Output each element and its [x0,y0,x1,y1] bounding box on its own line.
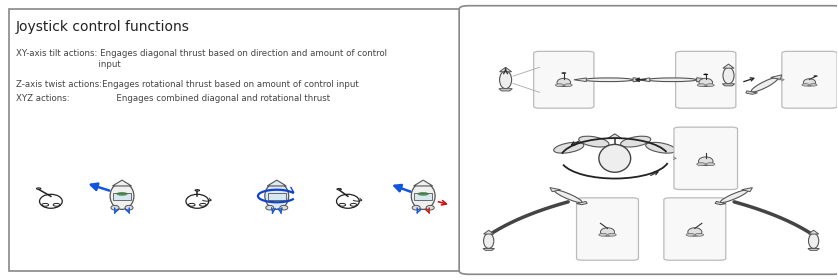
Circle shape [706,84,714,87]
Polygon shape [808,248,820,250]
Ellipse shape [266,206,274,210]
Ellipse shape [688,228,702,236]
Polygon shape [574,78,587,81]
Ellipse shape [499,71,512,89]
Polygon shape [112,180,132,186]
FancyBboxPatch shape [415,193,432,200]
Ellipse shape [579,136,609,147]
Ellipse shape [699,157,713,165]
Ellipse shape [648,78,696,81]
Ellipse shape [557,78,571,87]
Ellipse shape [411,183,435,209]
Ellipse shape [125,206,133,210]
Circle shape [561,72,566,74]
Circle shape [608,233,616,236]
Polygon shape [742,188,753,192]
Ellipse shape [721,190,747,202]
Circle shape [703,74,708,75]
Ellipse shape [111,206,119,210]
Ellipse shape [412,206,420,210]
Ellipse shape [484,233,494,248]
FancyBboxPatch shape [577,198,639,260]
Circle shape [686,233,695,236]
Polygon shape [414,180,432,186]
Circle shape [695,233,704,236]
Circle shape [556,84,563,87]
FancyBboxPatch shape [459,6,838,274]
Ellipse shape [417,192,429,196]
Polygon shape [550,188,561,192]
Polygon shape [696,78,703,82]
FancyBboxPatch shape [674,127,737,190]
Ellipse shape [116,192,127,196]
Ellipse shape [265,183,289,209]
Text: XYZ actions:                 Engages combined diagonal and rotational thrust: XYZ actions: Engages combined diagonal a… [16,94,330,103]
FancyBboxPatch shape [534,51,594,108]
Ellipse shape [723,67,734,84]
Ellipse shape [809,233,819,248]
Ellipse shape [599,144,631,172]
Ellipse shape [751,78,778,92]
Ellipse shape [804,79,815,86]
FancyBboxPatch shape [9,9,464,271]
Polygon shape [809,230,819,234]
Ellipse shape [555,190,582,202]
Polygon shape [723,64,734,68]
Circle shape [814,75,818,77]
Polygon shape [638,78,649,81]
Polygon shape [483,248,494,250]
Polygon shape [746,91,758,94]
FancyBboxPatch shape [113,193,131,200]
Polygon shape [267,180,287,186]
Polygon shape [499,89,512,91]
Ellipse shape [699,78,712,87]
Ellipse shape [646,142,675,153]
Polygon shape [499,67,512,72]
Circle shape [599,233,608,236]
Circle shape [696,163,706,165]
Text: Joystick control functions: Joystick control functions [16,20,189,34]
Ellipse shape [280,206,287,210]
Ellipse shape [621,136,651,147]
Ellipse shape [427,206,434,210]
Circle shape [706,163,715,165]
Text: Z-axis twist actions:Engages rotational thrust based on amount of control input: Z-axis twist actions:Engages rotational … [16,80,359,89]
Polygon shape [715,201,726,205]
Ellipse shape [110,183,134,209]
Polygon shape [484,230,494,234]
Polygon shape [722,84,735,86]
Text: XY-axis tilt actions: Engages diagonal thrust based on direction and amount of c: XY-axis tilt actions: Engages diagonal t… [16,50,387,69]
Polygon shape [633,78,639,82]
FancyBboxPatch shape [268,193,286,200]
Circle shape [802,84,810,86]
Polygon shape [577,201,587,205]
Ellipse shape [584,78,633,81]
FancyBboxPatch shape [782,51,837,108]
Circle shape [697,84,706,87]
FancyBboxPatch shape [675,51,736,108]
FancyBboxPatch shape [664,198,726,260]
Circle shape [810,84,817,86]
Polygon shape [771,75,782,79]
Polygon shape [608,134,622,138]
Circle shape [564,84,572,87]
Ellipse shape [601,228,614,236]
Ellipse shape [554,142,584,153]
